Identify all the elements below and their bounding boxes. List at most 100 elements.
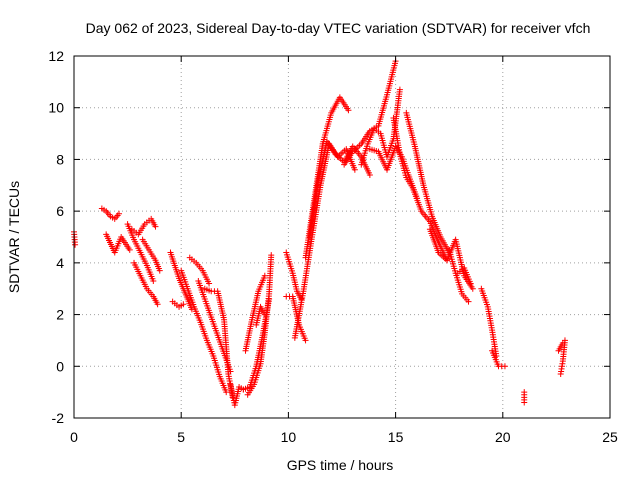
- data-point: [136, 270, 143, 277]
- y-tick-label: 4: [56, 255, 64, 271]
- data-point: [254, 290, 261, 297]
- plot-frame: [73, 55, 611, 419]
- data-point: [130, 234, 137, 241]
- y-tick-label: 8: [56, 151, 64, 167]
- x-tick-label: 5: [177, 429, 185, 445]
- data-point: [436, 231, 443, 238]
- data-point: [396, 88, 403, 95]
- data-point: [483, 301, 490, 308]
- y-tick-label: 12: [48, 48, 64, 64]
- data-point: [207, 311, 214, 318]
- x-tick-label: 25: [602, 429, 618, 445]
- data-point: [244, 384, 251, 391]
- x-tick-label: 0: [70, 429, 78, 445]
- data-point: [402, 172, 409, 179]
- data-point: [310, 199, 317, 206]
- y-tick-label: -2: [52, 410, 65, 426]
- data-point: [331, 149, 338, 156]
- data-point: [327, 112, 334, 119]
- data-point: [260, 275, 267, 282]
- y-tick-label: 0: [56, 358, 64, 374]
- data-point: [411, 141, 418, 148]
- data-point: [468, 283, 475, 290]
- data-point: [417, 206, 424, 213]
- data-point: [344, 105, 351, 112]
- data-point: [140, 223, 147, 230]
- data-point: [136, 247, 143, 254]
- data-point: [203, 335, 210, 342]
- data-point: [216, 371, 223, 378]
- y-tick-label: 10: [48, 100, 64, 116]
- data-point: [293, 286, 300, 293]
- data-point: [364, 143, 371, 150]
- data-point: [148, 291, 155, 298]
- data-point: [365, 169, 372, 176]
- y-tick-label: 2: [56, 307, 64, 323]
- data-point: [196, 317, 203, 324]
- data-point: [392, 60, 399, 67]
- data-point: [183, 293, 190, 300]
- data-point: [425, 216, 432, 223]
- data-points: [71, 58, 568, 409]
- x-tick-label: 15: [388, 429, 404, 445]
- data-point: [211, 288, 218, 295]
- data-point: [205, 278, 211, 285]
- axis-ticks: 0 5 10 15 20 25 -2 0 2 4 6 8 10 12: [48, 48, 618, 445]
- data-point: [209, 350, 216, 357]
- data-point: [198, 265, 205, 272]
- data-point: [383, 94, 390, 101]
- data-point: [300, 290, 306, 297]
- data-point: [261, 331, 268, 338]
- data-point: [248, 318, 255, 325]
- data-point: [171, 260, 178, 267]
- data-point: [151, 221, 158, 228]
- x-axis-label: GPS time / hours: [287, 457, 394, 473]
- data-point: [151, 255, 158, 262]
- data-point: [419, 180, 426, 187]
- data-point: [494, 361, 501, 368]
- grid: [74, 56, 610, 418]
- data-point: [315, 179, 322, 186]
- data-point: [213, 329, 220, 336]
- data-point: [268, 254, 275, 261]
- data-point: [101, 206, 108, 213]
- data-point: [286, 293, 293, 300]
- data-point: [71, 239, 78, 246]
- data-point: [249, 383, 256, 390]
- data-point: [222, 386, 229, 393]
- data-point: [488, 324, 495, 331]
- data-point: [375, 128, 382, 135]
- data-point: [178, 302, 185, 309]
- x-tick-label: 20: [495, 429, 511, 445]
- data-point: [373, 148, 380, 155]
- data-point: [301, 335, 308, 342]
- data-point: [144, 244, 151, 251]
- data-point: [114, 212, 121, 219]
- data-point: [351, 164, 358, 171]
- data-point: [142, 260, 149, 267]
- data-point: [560, 355, 567, 362]
- y-tick-label: 6: [56, 203, 64, 219]
- data-point: [442, 255, 449, 262]
- data-point: [260, 309, 267, 316]
- data-point: [183, 283, 190, 290]
- data-point: [155, 265, 162, 272]
- data-point: [341, 147, 348, 154]
- data-point: [458, 288, 465, 295]
- data-point: [125, 245, 132, 252]
- data-point: [356, 142, 363, 149]
- data-point: [190, 301, 197, 308]
- data-point: [106, 211, 113, 218]
- data-point: [149, 275, 156, 282]
- data-point: [521, 396, 528, 403]
- data-point: [558, 368, 565, 375]
- data-point: [408, 182, 415, 189]
- data-point: [175, 273, 182, 280]
- data-point: [396, 148, 403, 155]
- x-tick-label: 10: [281, 429, 297, 445]
- data-point: [428, 211, 435, 218]
- data-point: [191, 258, 198, 265]
- data-point: [463, 296, 470, 303]
- data-point: [434, 247, 441, 254]
